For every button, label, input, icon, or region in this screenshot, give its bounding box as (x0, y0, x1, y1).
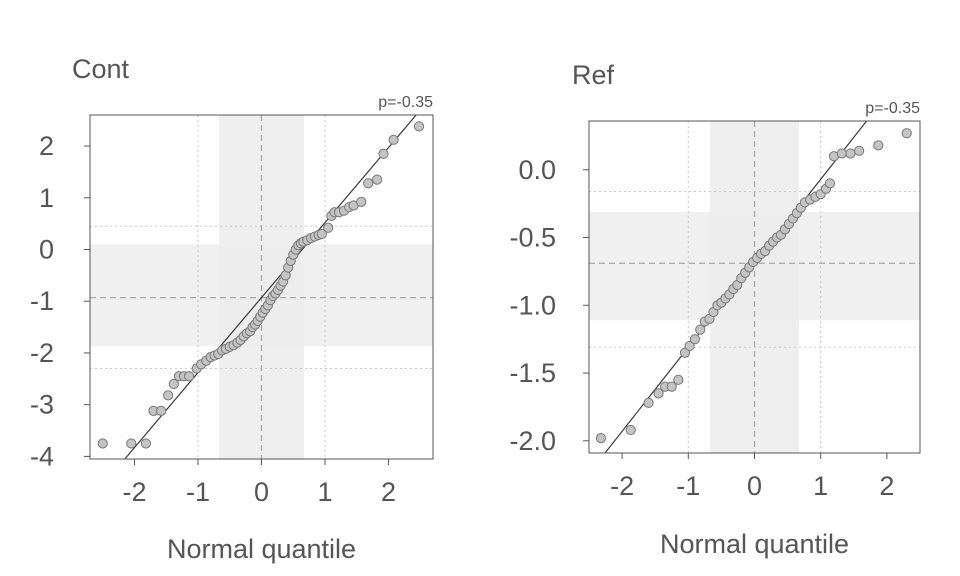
data-point (853, 145, 865, 156)
x-tick-label: 1 (813, 471, 828, 501)
qq-fit-line (124, 115, 417, 459)
data-point (666, 381, 677, 392)
data-point (183, 371, 195, 382)
data-point (323, 222, 334, 233)
x-tick-label: -1 (186, 477, 210, 507)
data-point (845, 148, 856, 159)
data-point (643, 397, 654, 408)
x-tick-label: -2 (610, 471, 634, 501)
data-point (156, 405, 167, 416)
y-tick-label: -1.0 (509, 290, 556, 320)
data-point (824, 178, 836, 189)
y-tick-label: -2.0 (509, 426, 556, 456)
x-axis-label: Normal quantile (660, 529, 849, 559)
data-point (168, 378, 179, 390)
data-point (363, 178, 374, 189)
correlation-annotation: p=-0.35 (865, 100, 920, 117)
data-point (625, 424, 636, 436)
data-point (673, 374, 684, 385)
panel-title: Ref (572, 60, 615, 90)
x-tick-label: 0 (254, 477, 269, 507)
data-point (684, 340, 695, 352)
y-tick-label: 1 (39, 183, 54, 213)
x-tick-label: 0 (747, 471, 762, 501)
correlation-annotation: p=-0.35 (378, 94, 433, 111)
data-point (140, 438, 151, 449)
y-tick-label: 2 (39, 131, 54, 161)
data-point (901, 128, 912, 139)
data-point (126, 438, 137, 449)
y-tick-label: -1 (30, 286, 54, 316)
y-tick-label: 0.0 (518, 155, 556, 185)
y-tick-label: -0.5 (509, 223, 556, 253)
data-point (356, 196, 367, 208)
data-point (378, 148, 389, 159)
data-point (163, 390, 174, 401)
data-point (413, 121, 425, 132)
qq-panel-ref: -2 -1 0 1 2 0.0 -0.5 -1.0 -1.5 -2.0 Ref p=-0.35 Norm… (509, 60, 921, 559)
data-point (595, 432, 607, 444)
data-point (372, 174, 383, 185)
y-tick-label: 0 (39, 234, 54, 264)
qq-panel-cont: -2 -1 0 1 2 2 1 0 -1 -2 -3 -4 Cont p=-0.35 Normal quan… (30, 54, 434, 564)
x-tick-label: -2 (122, 477, 146, 507)
y-tick-label: -2 (30, 338, 54, 368)
data-point (695, 324, 706, 335)
data-point (97, 438, 108, 449)
plot-area (90, 115, 433, 459)
x-tick-label: -1 (676, 471, 700, 501)
data-point (836, 148, 847, 159)
panel-title: Cont (72, 54, 130, 84)
y-tick-label: -4 (30, 441, 54, 471)
data-point (388, 134, 399, 145)
plot-area (589, 121, 920, 453)
y-tick-label: -1.5 (509, 358, 556, 388)
data-point (689, 334, 701, 345)
x-tick-label: 2 (381, 477, 396, 507)
data-point (873, 140, 884, 151)
x-axis-label: Normal quantile (167, 534, 356, 564)
y-tick-label: -3 (30, 390, 54, 420)
x-tick-label: 1 (318, 477, 333, 507)
data-point (316, 228, 327, 240)
x-tick-label: 2 (879, 471, 894, 501)
data-point (653, 388, 664, 399)
